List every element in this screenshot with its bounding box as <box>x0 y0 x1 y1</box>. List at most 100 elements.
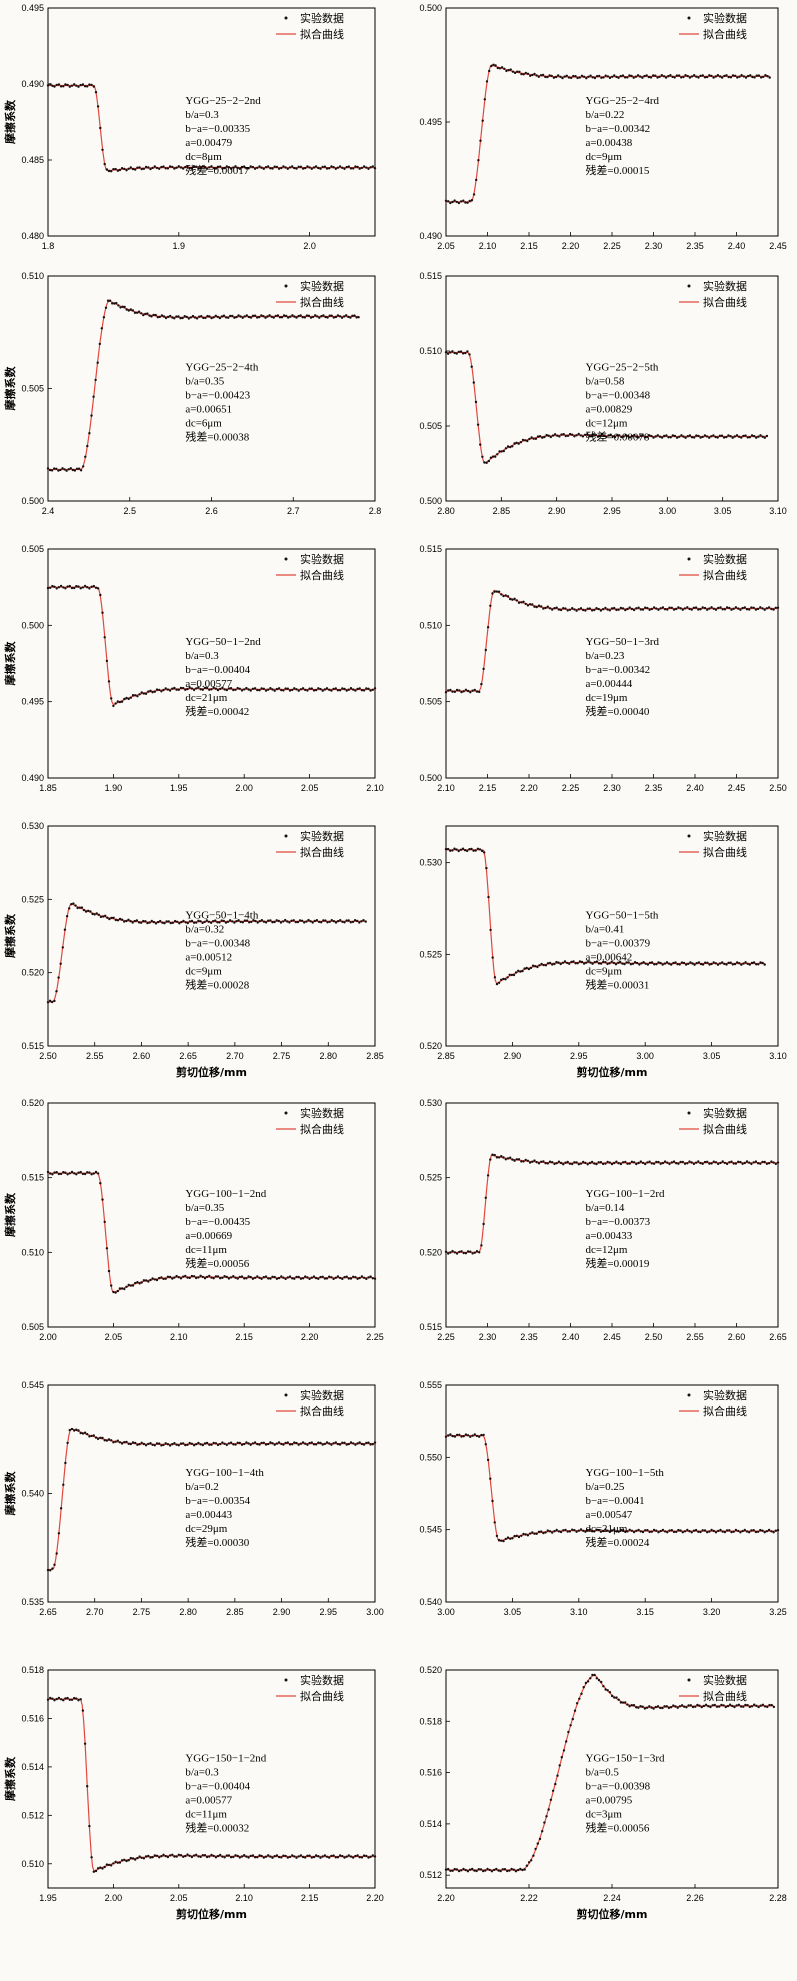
data-point <box>362 1854 366 1857</box>
data-point <box>57 976 60 979</box>
data-point <box>712 1529 715 1533</box>
data-point <box>620 435 623 439</box>
data-point <box>369 1443 372 1446</box>
data-point <box>576 76 579 80</box>
data-point <box>519 441 523 444</box>
data-point <box>676 1706 679 1709</box>
data-point <box>725 963 728 966</box>
x-tick-label: 2.00 <box>39 1332 57 1342</box>
data-point <box>118 1287 122 1290</box>
data-point <box>533 605 536 608</box>
legend-label-data: 实验数据 <box>300 552 344 566</box>
data-point <box>125 308 128 311</box>
data-point <box>453 847 456 850</box>
x-tick-label: 2.75 <box>273 1051 291 1061</box>
data-point <box>619 960 622 964</box>
data-point <box>525 966 528 970</box>
data-point <box>55 467 58 470</box>
data-point <box>648 1705 651 1708</box>
data-point <box>269 167 272 170</box>
data-point <box>488 69 491 73</box>
data-point <box>198 315 201 318</box>
param-annotation: a=0.00443 <box>185 1509 232 1521</box>
data-point <box>471 1252 474 1255</box>
data-point <box>650 1530 653 1533</box>
data-point <box>555 960 558 964</box>
data-point <box>579 1162 583 1165</box>
data-point <box>656 434 659 437</box>
data-point <box>103 636 106 639</box>
data-point <box>129 1442 132 1446</box>
data-point <box>136 1443 139 1447</box>
data-point <box>648 961 652 964</box>
data-point <box>504 594 507 597</box>
data-point <box>458 1433 461 1437</box>
data-point <box>323 1277 327 1280</box>
data-point <box>675 607 678 611</box>
data-point <box>614 963 618 966</box>
legend-label-data: 实验数据 <box>300 279 344 293</box>
data-point <box>96 361 99 364</box>
data-point <box>714 1161 718 1164</box>
data-point <box>46 1001 50 1004</box>
data-point <box>144 312 147 316</box>
data-point <box>564 607 567 610</box>
data-point <box>173 1276 176 1279</box>
data-point <box>218 921 221 924</box>
data-point <box>750 1705 754 1708</box>
chart-panel-4: 2.80 2.85 2.90 2.95 3.00 3.05 3.100.5000.5050.… <box>419 271 786 516</box>
data-point <box>182 1855 185 1859</box>
param-annotation: dc=21μm <box>185 692 227 704</box>
param-annotation: YGG−100−1−2nd <box>185 1188 266 1200</box>
data-point <box>199 166 202 170</box>
legend-marker-data <box>284 1678 288 1682</box>
data-point <box>94 91 98 94</box>
data-point <box>451 200 454 204</box>
data-point <box>304 1856 307 1859</box>
data-point <box>497 981 501 984</box>
data-point <box>604 606 607 610</box>
data-point <box>160 1444 163 1447</box>
data-point <box>756 607 760 611</box>
data-point <box>64 1461 67 1465</box>
data-point <box>199 920 202 923</box>
data-point <box>686 606 689 609</box>
data-point <box>262 687 265 690</box>
data-point <box>219 165 222 168</box>
y-tick-label: 0.514 <box>419 1819 442 1829</box>
data-point <box>201 1854 204 1857</box>
data-point <box>459 200 463 203</box>
data-point <box>260 687 263 690</box>
data-point <box>460 1869 463 1872</box>
data-point <box>111 302 114 305</box>
data-point <box>112 916 115 919</box>
data-point <box>712 434 715 437</box>
data-point <box>469 1435 472 1439</box>
data-point <box>222 314 226 317</box>
data-point <box>635 1706 638 1709</box>
param-annotation: 残差=0.00040 <box>585 704 649 718</box>
data-point <box>686 74 689 78</box>
data-point <box>183 315 186 318</box>
data-point <box>707 1705 710 1708</box>
x-tick-label: 3.00 <box>636 1051 654 1061</box>
data-point <box>281 920 285 923</box>
data-point <box>601 1162 605 1166</box>
data-point <box>297 1275 300 1279</box>
data-point <box>55 587 58 590</box>
data-point <box>479 139 482 142</box>
data-point <box>319 167 322 170</box>
data-point <box>723 1530 727 1534</box>
x-tick-label: 2.25 <box>603 241 621 251</box>
data-point <box>53 85 56 88</box>
x-axis-label: 剪切位移/mm <box>176 1907 247 1921</box>
param-annotation: b/a=0.25 <box>585 1481 624 1493</box>
data-point <box>68 1698 72 1702</box>
data-point <box>334 1856 337 1859</box>
data-point <box>608 76 612 80</box>
data-point <box>710 1528 713 1532</box>
data-point <box>116 700 120 703</box>
data-point <box>179 1277 183 1280</box>
data-point <box>503 67 506 71</box>
data-point <box>628 74 631 77</box>
